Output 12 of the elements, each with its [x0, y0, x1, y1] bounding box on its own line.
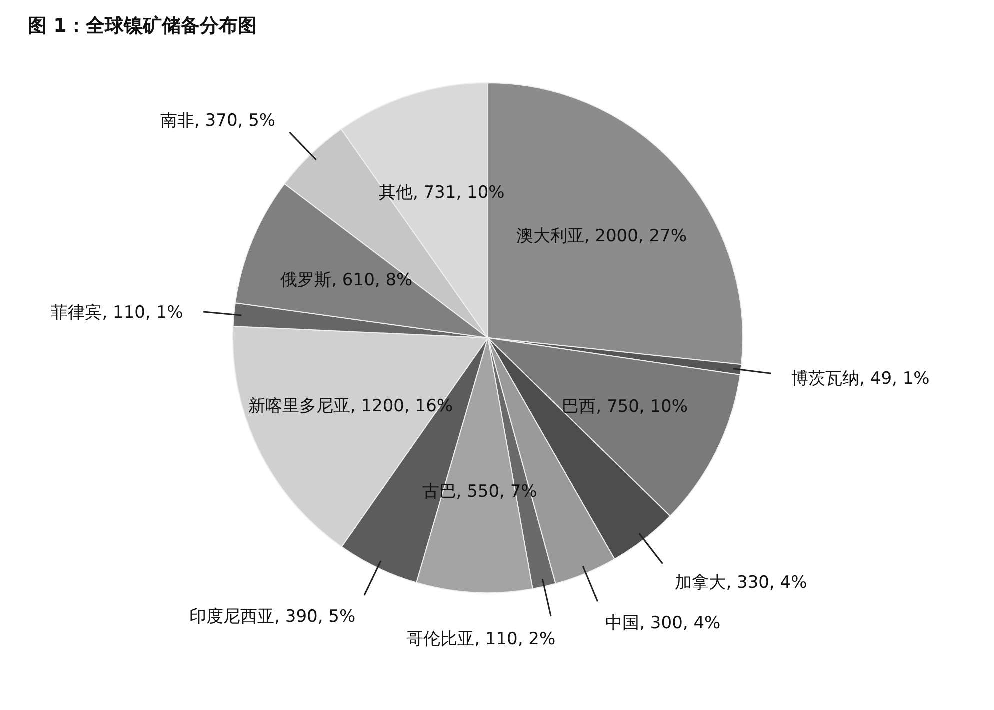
slice-label: 加拿大, 330, 4%	[675, 573, 808, 594]
slice-label: 中国, 300, 4%	[606, 613, 721, 634]
slice-label: 博茨瓦纳, 49, 1%	[792, 369, 930, 390]
slice-label: 哥伦比亚, 110, 2%	[406, 629, 556, 650]
slice-label: 俄罗斯, 610, 8%	[280, 270, 413, 290]
chart-title: 图 1：全球镍矿储备分布图	[28, 15, 257, 37]
slice-label: 澳大利亚, 2000, 27%	[516, 226, 688, 247]
slice-label: 菲律宾, 110, 1%	[51, 303, 184, 324]
slice-label: 巴西, 750, 10%	[562, 396, 688, 417]
slice-label: 印度尼西亚, 390, 5%	[190, 606, 356, 627]
slice-label: 南非, 370, 5%	[160, 110, 276, 131]
slice-label: 其他, 731, 10%	[378, 183, 505, 204]
